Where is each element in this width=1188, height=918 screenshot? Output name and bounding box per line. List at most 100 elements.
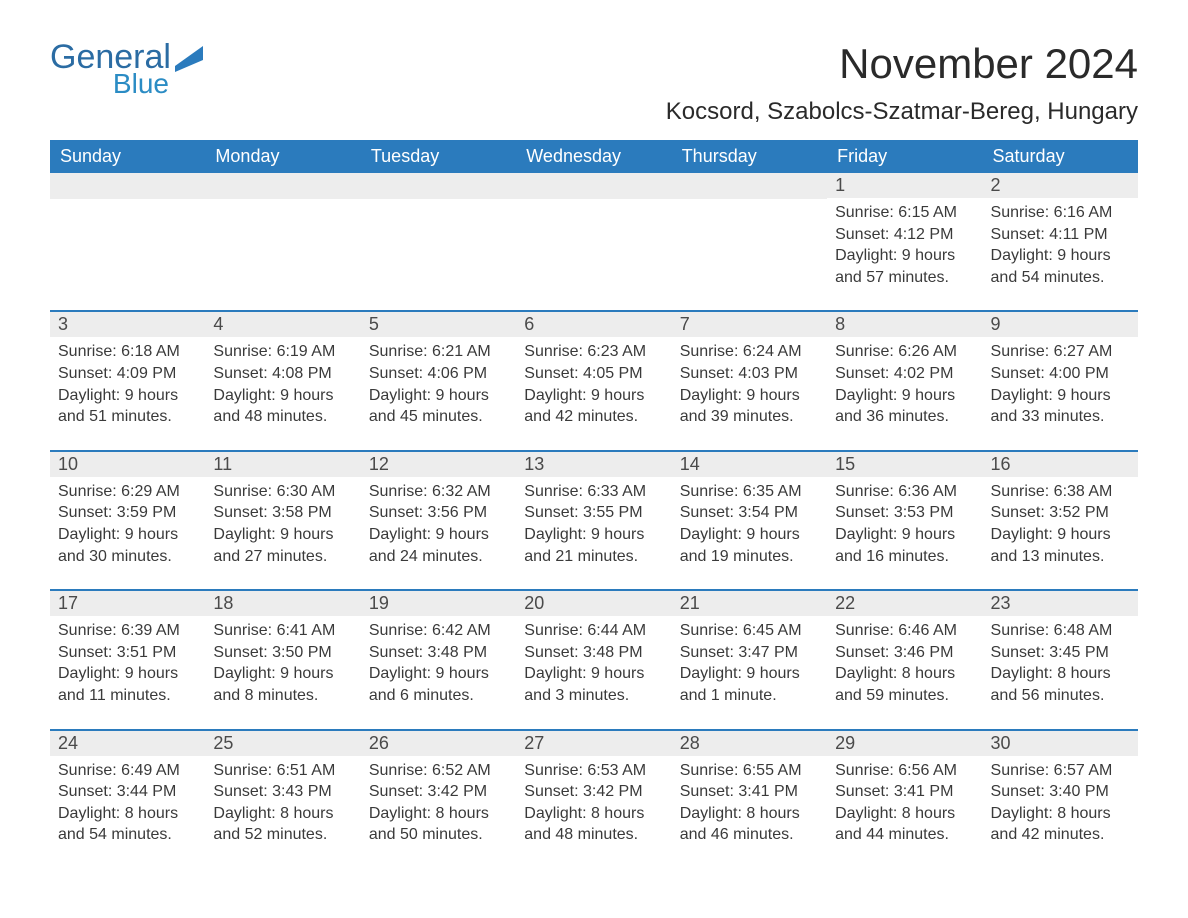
sunset-text: Sunset: 4:12 PM	[835, 224, 974, 246]
date-number: 25	[205, 731, 360, 756]
dl1-text: Daylight: 9 hours	[991, 245, 1130, 267]
cell-body: Sunrise: 6:29 AMSunset: 3:59 PMDaylight:…	[50, 477, 205, 573]
dl1-text: Daylight: 9 hours	[369, 524, 508, 546]
sunset-text: Sunset: 3:40 PM	[991, 781, 1130, 803]
dl2-text: and 57 minutes.	[835, 267, 974, 289]
date-number: 30	[983, 731, 1138, 756]
sunrise-text: Sunrise: 6:48 AM	[991, 620, 1130, 642]
sunset-text: Sunset: 3:48 PM	[524, 642, 663, 664]
calendar-cell	[516, 173, 671, 294]
month-title: November 2024	[666, 40, 1138, 88]
calendar-cell: 25Sunrise: 6:51 AMSunset: 3:43 PMDayligh…	[205, 731, 360, 852]
cell-body: Sunrise: 6:46 AMSunset: 3:46 PMDaylight:…	[827, 616, 982, 712]
sunrise-text: Sunrise: 6:21 AM	[369, 341, 508, 363]
dl2-text: and 13 minutes.	[991, 546, 1130, 568]
sunset-text: Sunset: 3:58 PM	[213, 502, 352, 524]
dl1-text: Daylight: 9 hours	[369, 385, 508, 407]
calendar-cell	[50, 173, 205, 294]
sunset-text: Sunset: 3:48 PM	[369, 642, 508, 664]
cell-body: Sunrise: 6:39 AMSunset: 3:51 PMDaylight:…	[50, 616, 205, 712]
cell-body: Sunrise: 6:30 AMSunset: 3:58 PMDaylight:…	[205, 477, 360, 573]
sunset-text: Sunset: 3:45 PM	[991, 642, 1130, 664]
dl1-text: Daylight: 9 hours	[58, 524, 197, 546]
sunset-text: Sunset: 4:11 PM	[991, 224, 1130, 246]
sunrise-text: Sunrise: 6:35 AM	[680, 481, 819, 503]
date-number: 12	[361, 452, 516, 477]
date-number: 22	[827, 591, 982, 616]
dl1-text: Daylight: 9 hours	[835, 524, 974, 546]
sunset-text: Sunset: 4:05 PM	[524, 363, 663, 385]
date-number	[205, 173, 360, 199]
calendar-week: 17Sunrise: 6:39 AMSunset: 3:51 PMDayligh…	[50, 589, 1138, 712]
dl1-text: Daylight: 9 hours	[213, 663, 352, 685]
calendar-cell: 12Sunrise: 6:32 AMSunset: 3:56 PMDayligh…	[361, 452, 516, 573]
dl1-text: Daylight: 9 hours	[991, 385, 1130, 407]
dl2-text: and 11 minutes.	[58, 685, 197, 707]
calendar-cell: 21Sunrise: 6:45 AMSunset: 3:47 PMDayligh…	[672, 591, 827, 712]
sunrise-text: Sunrise: 6:18 AM	[58, 341, 197, 363]
cell-body: Sunrise: 6:48 AMSunset: 3:45 PMDaylight:…	[983, 616, 1138, 712]
dl1-text: Daylight: 9 hours	[58, 385, 197, 407]
cell-body: Sunrise: 6:41 AMSunset: 3:50 PMDaylight:…	[205, 616, 360, 712]
sunset-text: Sunset: 4:02 PM	[835, 363, 974, 385]
sunset-text: Sunset: 4:09 PM	[58, 363, 197, 385]
dl1-text: Daylight: 9 hours	[213, 385, 352, 407]
dl1-text: Daylight: 8 hours	[680, 803, 819, 825]
flag-icon	[175, 46, 205, 72]
cell-body: Sunrise: 6:35 AMSunset: 3:54 PMDaylight:…	[672, 477, 827, 573]
calendar-cell: 23Sunrise: 6:48 AMSunset: 3:45 PMDayligh…	[983, 591, 1138, 712]
date-number	[361, 173, 516, 199]
date-number: 7	[672, 312, 827, 337]
dl2-text: and 46 minutes.	[680, 824, 819, 846]
dl1-text: Daylight: 8 hours	[991, 663, 1130, 685]
day-header: Tuesday	[361, 140, 516, 173]
calendar-week: 1Sunrise: 6:15 AMSunset: 4:12 PMDaylight…	[50, 173, 1138, 294]
sunrise-text: Sunrise: 6:55 AM	[680, 760, 819, 782]
sunrise-text: Sunrise: 6:32 AM	[369, 481, 508, 503]
cell-body: Sunrise: 6:33 AMSunset: 3:55 PMDaylight:…	[516, 477, 671, 573]
cell-body: Sunrise: 6:38 AMSunset: 3:52 PMDaylight:…	[983, 477, 1138, 573]
dl2-text: and 54 minutes.	[991, 267, 1130, 289]
date-number: 15	[827, 452, 982, 477]
sunset-text: Sunset: 3:55 PM	[524, 502, 663, 524]
date-number: 23	[983, 591, 1138, 616]
date-number: 26	[361, 731, 516, 756]
day-header: Saturday	[983, 140, 1138, 173]
dl2-text: and 50 minutes.	[369, 824, 508, 846]
sunrise-text: Sunrise: 6:16 AM	[991, 202, 1130, 224]
cell-body: Sunrise: 6:26 AMSunset: 4:02 PMDaylight:…	[827, 337, 982, 433]
dl2-text: and 45 minutes.	[369, 406, 508, 428]
calendar-cell: 11Sunrise: 6:30 AMSunset: 3:58 PMDayligh…	[205, 452, 360, 573]
sunrise-text: Sunrise: 6:51 AM	[213, 760, 352, 782]
calendar-week: 10Sunrise: 6:29 AMSunset: 3:59 PMDayligh…	[50, 450, 1138, 573]
calendar: Sunday Monday Tuesday Wednesday Thursday…	[50, 140, 1138, 852]
calendar-cell	[672, 173, 827, 294]
dl1-text: Daylight: 9 hours	[524, 524, 663, 546]
calendar-week: 24Sunrise: 6:49 AMSunset: 3:44 PMDayligh…	[50, 729, 1138, 852]
sunset-text: Sunset: 3:54 PM	[680, 502, 819, 524]
dl2-text: and 36 minutes.	[835, 406, 974, 428]
sunrise-text: Sunrise: 6:30 AM	[213, 481, 352, 503]
calendar-cell: 8Sunrise: 6:26 AMSunset: 4:02 PMDaylight…	[827, 312, 982, 433]
calendar-cell: 18Sunrise: 6:41 AMSunset: 3:50 PMDayligh…	[205, 591, 360, 712]
sunset-text: Sunset: 3:42 PM	[524, 781, 663, 803]
dl2-text: and 39 minutes.	[680, 406, 819, 428]
date-number: 4	[205, 312, 360, 337]
sunrise-text: Sunrise: 6:41 AM	[213, 620, 352, 642]
dl1-text: Daylight: 9 hours	[835, 245, 974, 267]
sunset-text: Sunset: 3:59 PM	[58, 502, 197, 524]
sunset-text: Sunset: 3:47 PM	[680, 642, 819, 664]
sunset-text: Sunset: 4:03 PM	[680, 363, 819, 385]
sunset-text: Sunset: 3:53 PM	[835, 502, 974, 524]
dl1-text: Daylight: 8 hours	[524, 803, 663, 825]
cell-body: Sunrise: 6:19 AMSunset: 4:08 PMDaylight:…	[205, 337, 360, 433]
location-label: Kocsord, Szabolcs-Szatmar-Bereg, Hungary	[666, 98, 1138, 126]
dl1-text: Daylight: 8 hours	[213, 803, 352, 825]
calendar-cell: 5Sunrise: 6:21 AMSunset: 4:06 PMDaylight…	[361, 312, 516, 433]
cell-body: Sunrise: 6:57 AMSunset: 3:40 PMDaylight:…	[983, 756, 1138, 852]
calendar-cell: 3Sunrise: 6:18 AMSunset: 4:09 PMDaylight…	[50, 312, 205, 433]
dl1-text: Daylight: 9 hours	[991, 524, 1130, 546]
date-number: 18	[205, 591, 360, 616]
date-number: 1	[827, 173, 982, 198]
sunrise-text: Sunrise: 6:57 AM	[991, 760, 1130, 782]
